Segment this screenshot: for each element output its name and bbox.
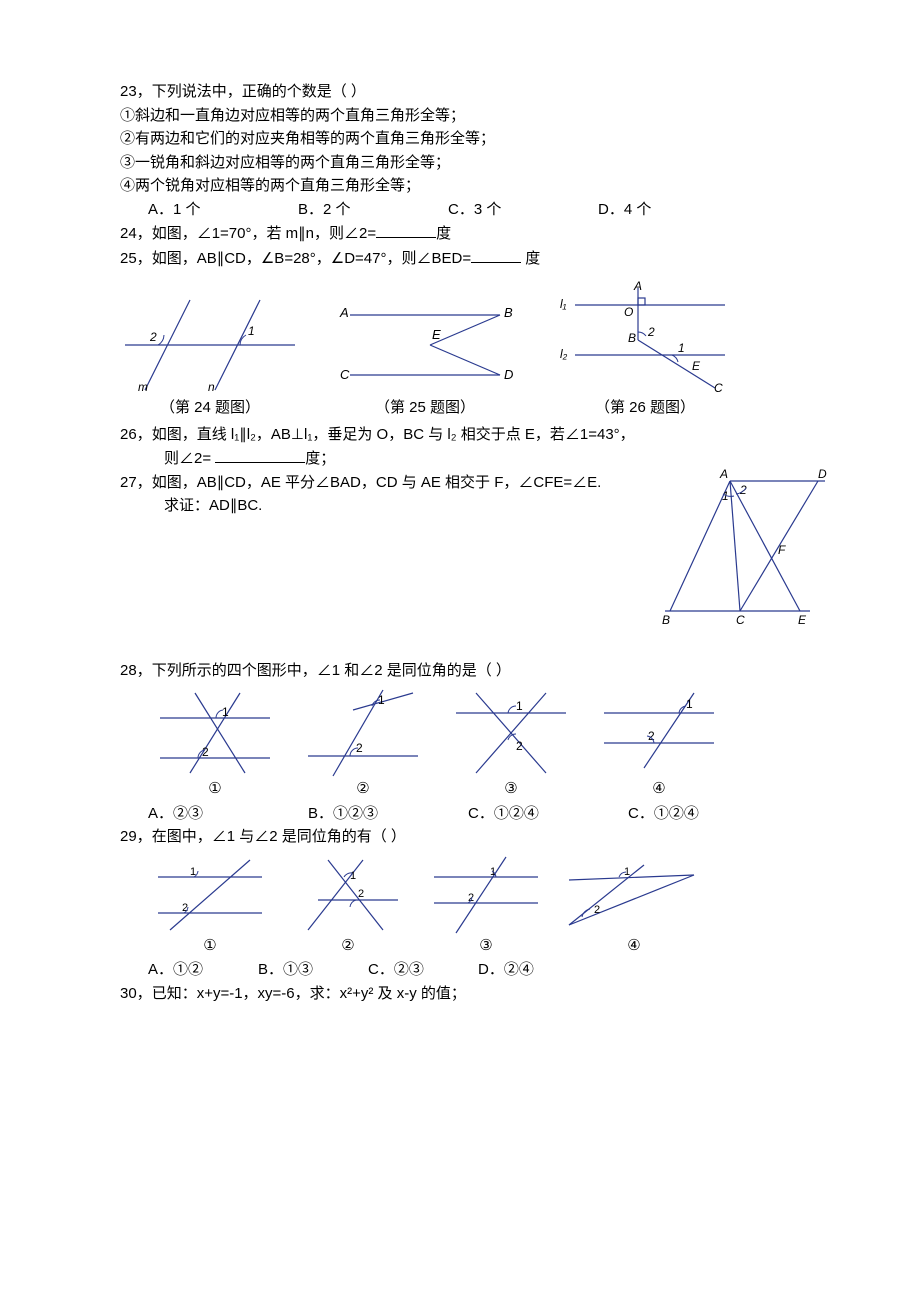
svg-text:n: n: [208, 380, 215, 394]
svg-text:A: A: [339, 305, 349, 320]
svg-text:C: C: [714, 381, 723, 395]
svg-text:2: 2: [149, 330, 157, 344]
svg-text:B: B: [628, 331, 636, 345]
figcap-24: （第 24 题图）: [120, 397, 300, 420]
svg-text:F: F: [778, 543, 786, 557]
q29-circ-4: ④: [564, 935, 704, 958]
svg-text:E: E: [432, 327, 441, 342]
q28-circ-3: ③: [446, 778, 576, 801]
q28-optA: A．②③: [148, 803, 308, 826]
svg-text:2: 2: [647, 325, 655, 339]
svg-text:B: B: [662, 613, 670, 626]
q25-blank: [471, 247, 521, 263]
q28-figures: 1 2 ① 1 2 ②: [150, 688, 820, 801]
q25-num: 25，: [120, 250, 152, 267]
q27-num: 27，: [120, 474, 152, 491]
q25-stem: 25，如图，AB∥CD，∠B=28°，∠D=47°，则∠BED= 度: [120, 247, 820, 271]
q26-blank: [215, 447, 305, 463]
q29-circ-1: ①: [150, 935, 270, 958]
q29-options: A．①② B．①③ C．②③ D．②④: [120, 959, 820, 982]
fig29-1: 1 2: [150, 855, 270, 935]
q29-figures: 1 2 ① 1 2 ②: [150, 855, 820, 958]
svg-text:2: 2: [594, 904, 600, 916]
svg-text:2: 2: [202, 745, 209, 759]
figcap-25: （第 25 题图）: [320, 397, 530, 420]
q23-s4: ④两个锐角对应相等的两个直角三角形全等；: [120, 175, 820, 198]
q30-stem: 30，已知：x+y=-1，xy=-6，求：x²+y² 及 x-y 的值；: [120, 983, 820, 1006]
q29-circ-3: ③: [426, 935, 546, 958]
svg-text:C: C: [340, 367, 350, 382]
svg-text:E: E: [798, 613, 807, 626]
q29-optD: D．②④: [478, 959, 588, 982]
svg-text:1: 1: [516, 699, 523, 713]
q30-num: 30，: [120, 985, 152, 1002]
svg-text:1: 1: [222, 705, 229, 719]
q23-s2: ②有两边和它们的对应夹角相等的两个直角三角形全等；: [120, 128, 820, 151]
q23-options: A．1 个 B．2 个 C．3 个 D．4 个: [120, 199, 820, 222]
fig-row-24-25-26: 1 2 m n A B C D E: [120, 280, 820, 395]
svg-text:B: B: [504, 305, 513, 320]
fig26: A O B l₁ l₂ 1 2 E C: [550, 280, 740, 395]
svg-text:m: m: [138, 380, 148, 394]
q29-optA: A．①②: [148, 959, 258, 982]
svg-text:A: A: [633, 280, 642, 293]
q28-circ-1: ①: [150, 778, 280, 801]
q26-line1: 26，如图，直线 l₁∥l₂，AB⊥l₁，垂足为 O，BC 与 l₂ 相交于点 …: [120, 424, 820, 447]
q24-stem: 24，如图，∠1=70°，若 m∥n，则∠2=度: [120, 222, 820, 246]
svg-text:C: C: [736, 613, 745, 626]
q23-s1: ①斜边和一直角边对应相等的两个直角三角形全等；: [120, 105, 820, 128]
fig27: A D B C E F 1 2: [660, 466, 830, 626]
svg-text:1: 1: [350, 870, 356, 882]
q28-optC: C．①②④: [468, 803, 628, 826]
q23-optC: C．3 个: [448, 199, 598, 222]
q23-optB: B．2 个: [298, 199, 448, 222]
fig28-1: 1 2: [150, 688, 280, 778]
q23-s3: ③一锐角和斜边对应相等的两个直角三角形全等；: [120, 152, 820, 175]
q26-num: 26，: [120, 426, 152, 443]
svg-text:2: 2: [358, 888, 364, 900]
q28-stem: 28，下列所示的四个图形中，∠1 和∠2 是同位角的是（ ）: [120, 660, 820, 683]
fig29-3: 1 2: [426, 855, 546, 935]
svg-text:l₁: l₁: [560, 297, 567, 311]
fig28-4: 1 2: [594, 688, 724, 778]
q29-circ-2: ②: [288, 935, 408, 958]
svg-text:D: D: [504, 367, 513, 382]
q24-num: 24，: [120, 225, 152, 242]
svg-text:A: A: [719, 467, 728, 481]
svg-text:O: O: [624, 305, 633, 319]
svg-text:l₂: l₂: [560, 347, 568, 361]
q29-optC: C．②③: [368, 959, 478, 982]
svg-text:2: 2: [516, 739, 523, 753]
q29-optB: B．①③: [258, 959, 368, 982]
q23-num: 23，: [120, 83, 152, 100]
q28-optB: B．①②③: [308, 803, 468, 826]
fig28-2: 1 2: [298, 688, 428, 778]
figcap-row: （第 24 题图） （第 25 题图） （第 26 题图）: [120, 397, 820, 420]
fig29-4: 1 2: [564, 855, 704, 935]
q27-block: 27，如图，AB∥CD，AE 平分∠BAD，CD 与 AE 相交于 F，∠CFE…: [120, 472, 820, 659]
fig29-2: 1 2: [288, 855, 408, 935]
q28-num: 28，: [120, 662, 152, 679]
svg-text:1: 1: [678, 341, 685, 355]
svg-text:1: 1: [248, 324, 255, 338]
q24-blank: [376, 222, 436, 238]
q28-options: A．②③ B．①②③ C．①②④ C．①②④: [120, 803, 820, 826]
q23-optA: A．1 个: [148, 199, 298, 222]
svg-text:E: E: [692, 359, 701, 373]
svg-text:2: 2: [739, 483, 747, 497]
fig24: 1 2 m n: [120, 295, 300, 395]
fig25: A B C D E: [320, 295, 530, 395]
q28-circ-2: ②: [298, 778, 428, 801]
svg-text:D: D: [818, 467, 827, 481]
svg-text:1: 1: [686, 697, 693, 711]
q29-stem: 29，在图中，∠1 与∠2 是同位角的有（ ）: [120, 826, 820, 849]
fig28-3: 1 2: [446, 688, 576, 778]
q29-num: 29，: [120, 828, 152, 845]
q23-optD: D．4 个: [598, 199, 748, 222]
q23-stem: 23，下列说法中，正确的个数是（ ）: [120, 81, 820, 104]
figcap-26: （第 26 题图）: [550, 397, 740, 420]
q28-circ-4: ④: [594, 778, 724, 801]
q28-optD: C．①②④: [628, 803, 788, 826]
